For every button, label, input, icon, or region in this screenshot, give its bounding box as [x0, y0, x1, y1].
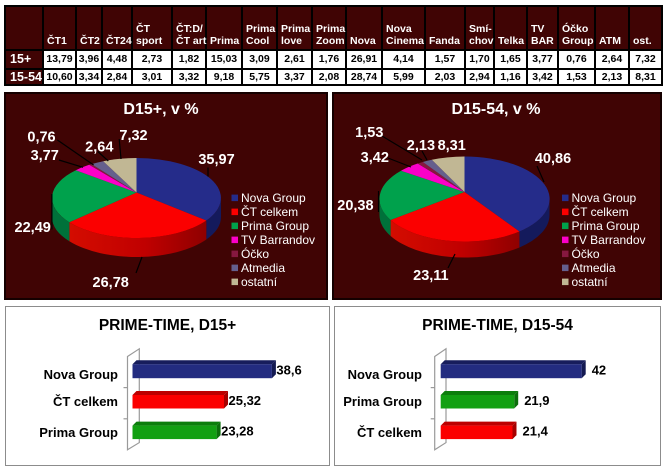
svg-text:D15-54, v %: D15-54, v % [452, 101, 541, 118]
svg-text:TV Barrandov: TV Barrandov [241, 233, 315, 247]
svg-text:38,6: 38,6 [276, 362, 301, 377]
svg-text:42: 42 [592, 362, 606, 377]
svg-text:Atmedia: Atmedia [241, 261, 285, 275]
svg-text:20,38: 20,38 [337, 198, 373, 214]
svg-text:7,32: 7,32 [119, 128, 147, 144]
svg-text:0,76: 0,76 [27, 130, 55, 146]
svg-text:PRIME-TIME, D15+: PRIME-TIME, D15+ [99, 317, 236, 334]
svg-text:PRIME-TIME, D15-54: PRIME-TIME, D15-54 [422, 317, 573, 334]
svg-text:TV Barrandov: TV Barrandov [572, 233, 646, 247]
svg-text:23,28: 23,28 [221, 424, 254, 439]
svg-text:Óčko: Óčko [241, 246, 269, 261]
svg-text:ČT celkem: ČT celkem [572, 204, 629, 219]
svg-text:35,97: 35,97 [198, 152, 234, 168]
svg-text:2,64: 2,64 [85, 140, 113, 156]
svg-text:Nova Group: Nova Group [572, 191, 637, 205]
svg-text:2,13: 2,13 [407, 138, 435, 154]
svg-text:Prima Group: Prima Group [39, 425, 118, 440]
svg-text:8,31: 8,31 [438, 138, 466, 154]
svg-text:Prima Group: Prima Group [241, 219, 309, 233]
svg-text:Nova Group: Nova Group [241, 191, 306, 205]
svg-text:40,86: 40,86 [535, 151, 571, 167]
svg-text:22,49: 22,49 [15, 220, 51, 236]
svg-text:21,9: 21,9 [524, 393, 549, 408]
svg-text:25,32: 25,32 [229, 393, 262, 408]
svg-text:1,53: 1,53 [355, 125, 383, 141]
svg-text:ČT celkem: ČT celkem [53, 394, 118, 409]
svg-text:26,78: 26,78 [93, 275, 129, 291]
svg-text:21,4: 21,4 [523, 424, 549, 439]
svg-text:Prima Group: Prima Group [343, 394, 422, 409]
svg-text:3,77: 3,77 [31, 148, 59, 164]
svg-text:ostatní: ostatní [241, 275, 278, 289]
svg-text:ostatní: ostatní [572, 275, 609, 289]
svg-text:Atmedia: Atmedia [572, 261, 616, 275]
svg-text:Nova Group: Nova Group [44, 367, 118, 382]
svg-text:Óčko: Óčko [572, 246, 600, 261]
svg-text:D15+, v %: D15+, v % [123, 101, 198, 118]
svg-text:Nova Group: Nova Group [348, 367, 422, 382]
svg-text:23,11: 23,11 [413, 268, 449, 284]
svg-text:Prima Group: Prima Group [572, 219, 640, 233]
svg-text:3,42: 3,42 [361, 150, 389, 166]
svg-text:ČT celkem: ČT celkem [357, 425, 422, 440]
svg-text:ČT celkem: ČT celkem [241, 204, 298, 219]
